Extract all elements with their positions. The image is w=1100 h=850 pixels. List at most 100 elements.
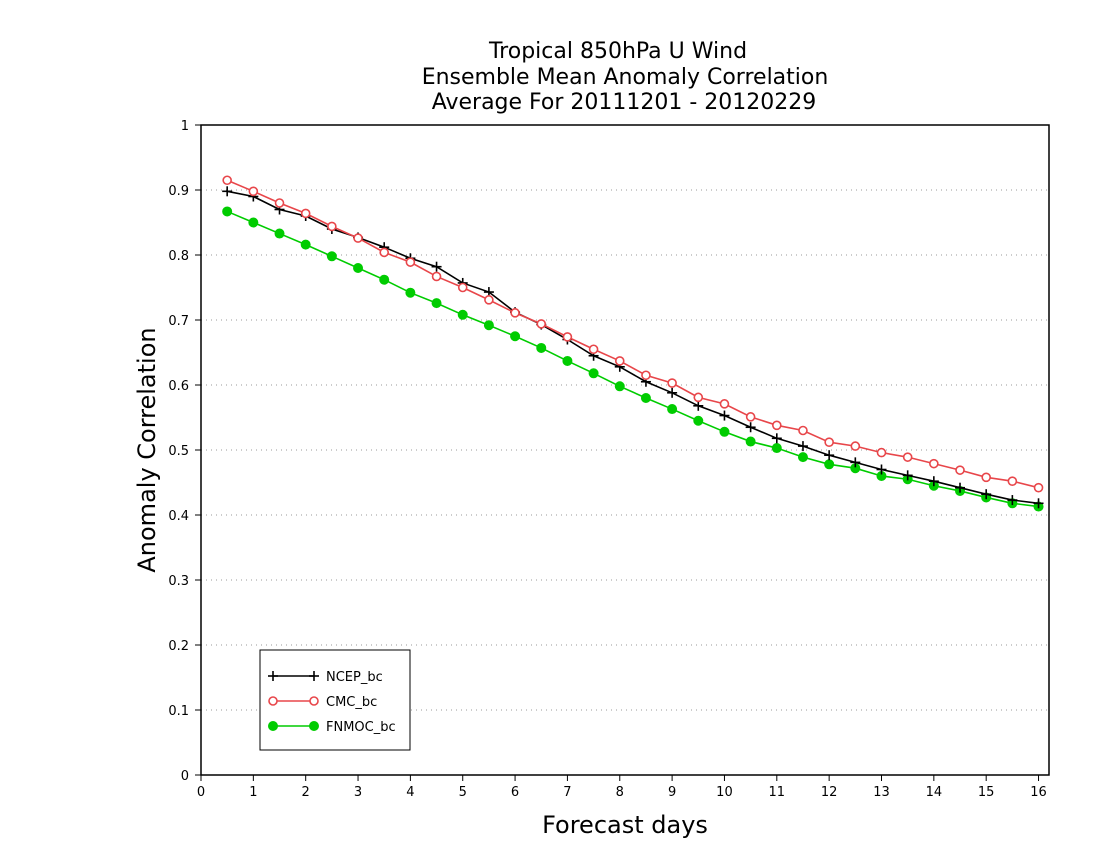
data-point — [981, 489, 992, 500]
data-point — [955, 482, 966, 493]
title-line-1: Tropical 850hPa U Wind — [488, 39, 747, 64]
data-point — [798, 425, 808, 436]
data-point — [772, 420, 782, 431]
data-point — [693, 400, 704, 411]
y-tick-label: 0.4 — [168, 509, 189, 524]
x-tick-label: 0 — [197, 785, 205, 800]
data-point — [222, 186, 233, 197]
x-tick-label: 12 — [821, 785, 838, 800]
y-tick-label: 0.7 — [168, 314, 189, 329]
x-tick-label: 1 — [249, 785, 257, 800]
data-point — [222, 175, 232, 186]
data-point — [693, 392, 704, 403]
series-fnmoc-bc — [222, 206, 1044, 512]
data-point — [693, 415, 704, 426]
data-point — [824, 459, 835, 470]
x-tick-label: 6 — [511, 785, 519, 800]
data-point — [300, 239, 311, 250]
y-tick-label: 0 — [181, 769, 189, 784]
data-point — [510, 331, 521, 342]
data-point — [667, 378, 677, 388]
data-point — [902, 470, 913, 481]
x-tick-label: 11 — [769, 785, 786, 800]
legend-item-fnmoc-bc: FNMOC_bc — [268, 720, 396, 735]
y-axis-label: Anomaly Correlation — [133, 327, 161, 572]
data-point — [745, 436, 756, 447]
data-point — [588, 368, 599, 379]
y-tick-label: 0.1 — [168, 704, 189, 719]
legend-item-cmc-bc: CMC_bc — [268, 695, 377, 710]
data-point — [457, 309, 468, 320]
data-point — [640, 393, 651, 403]
data-point — [588, 344, 599, 355]
data-point — [353, 233, 363, 243]
x-tick-label: 9 — [668, 785, 676, 800]
x-tick-label: 16 — [1030, 785, 1047, 800]
data-point — [1007, 476, 1018, 487]
data-point — [431, 271, 442, 282]
data-point — [353, 263, 364, 273]
data-point — [824, 437, 834, 448]
data-point — [379, 247, 390, 258]
x-tick-label: 13 — [873, 785, 890, 800]
data-point — [797, 441, 808, 452]
x-tick-label: 4 — [406, 785, 414, 800]
data-point — [614, 356, 625, 366]
x-tick-label: 5 — [459, 785, 467, 800]
y-tick-label: 1 — [181, 119, 189, 134]
data-point — [902, 452, 913, 462]
series-line — [227, 190, 1039, 505]
series-cmc-bc — [222, 175, 1044, 493]
y-tick-label: 0.2 — [168, 639, 189, 654]
y-tick-label: 0.6 — [168, 379, 189, 394]
data-point — [1007, 495, 1018, 506]
x-axis-ticks: 0 1 2 3 4 5 6 7 8 9 10 11 12 13 14 15 16 — [197, 775, 1047, 800]
data-point — [928, 476, 939, 487]
data-point — [405, 287, 416, 298]
series-lines — [222, 175, 1044, 512]
x-tick-label: 2 — [302, 785, 310, 800]
data-point — [667, 404, 678, 415]
y-axis-ticks: 0 0.1 0.2 0.3 0.4 0.5 0.6 0.7 0.8 0.9 1 — [168, 119, 201, 784]
title-line-3: Average For 20111201 - 20120229 — [432, 90, 817, 115]
series-line — [226, 210, 1039, 508]
legend-marker — [309, 721, 319, 731]
data-point — [745, 412, 756, 422]
legend-marker — [309, 671, 319, 681]
data-point — [405, 257, 416, 267]
data-point — [274, 228, 285, 239]
y-tick-label: 0.5 — [168, 444, 189, 459]
data-point — [536, 342, 547, 353]
data-point — [641, 370, 651, 381]
data-point — [483, 320, 494, 331]
legend-marker — [309, 696, 319, 706]
legend-items: NCEP_bc CMC_bc FNMOC_bc — [268, 670, 396, 735]
data-point — [431, 298, 442, 309]
y-tick-label: 0.8 — [168, 249, 189, 264]
data-point — [379, 274, 390, 285]
data-point — [274, 198, 285, 208]
data-point — [222, 206, 233, 217]
legend-label: NCEP_bc — [326, 670, 383, 685]
x-tick-label: 14 — [926, 785, 943, 800]
data-point — [248, 186, 259, 197]
data-point — [667, 387, 678, 398]
data-point — [719, 399, 730, 409]
legend-marker — [268, 721, 278, 731]
data-point — [300, 208, 311, 219]
data-point — [876, 447, 887, 458]
data-point — [1033, 482, 1044, 493]
x-axis-label: Forecast days — [542, 811, 708, 839]
y-tick-label: 0.9 — [168, 184, 189, 199]
data-point — [719, 426, 730, 437]
x-tick-label: 15 — [978, 785, 995, 800]
data-point — [981, 472, 991, 483]
data-point — [614, 381, 625, 392]
y-tick-label: 0.3 — [168, 574, 189, 589]
x-tick-label: 7 — [563, 785, 571, 800]
data-point — [771, 443, 782, 454]
legend-item-ncep-bc: NCEP_bc — [268, 670, 383, 685]
data-point — [745, 422, 756, 433]
data-point — [771, 433, 782, 444]
